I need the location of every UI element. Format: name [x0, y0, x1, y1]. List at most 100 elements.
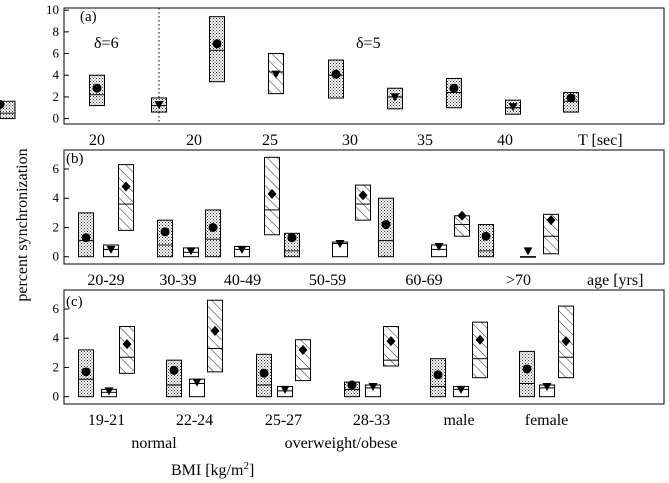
- category-label: 28-33: [353, 412, 390, 429]
- box-hatch: [472, 321, 488, 379]
- panel-c-label: (c): [66, 294, 83, 310]
- y-tick-label: 4: [53, 190, 60, 205]
- box-hatch: [118, 164, 134, 231]
- mean-marker-circle: [566, 93, 576, 103]
- y-tick-label: 4: [53, 67, 60, 82]
- mean-marker-circle: [347, 380, 357, 390]
- mean-marker-circle: [92, 83, 102, 93]
- category-label: 19-21: [88, 412, 125, 429]
- mean-marker-circle: [287, 233, 297, 243]
- category-label: male: [443, 412, 474, 429]
- box-hatch: [383, 326, 399, 367]
- box-dots: [205, 209, 221, 258]
- box-dots: [328, 59, 344, 99]
- mean-marker-circle: [81, 233, 91, 243]
- category-label: 20: [89, 132, 105, 149]
- panel-a-x-axis-label: T [sec]: [578, 132, 623, 149]
- y-tick-label: 2: [53, 89, 60, 104]
- mean-marker-triangle: [368, 382, 378, 391]
- box-hatch: [207, 299, 223, 373]
- panel-b: 0 2 4 6 20-29 30-39 40-49 50-59 60-69 >70: [53, 149, 665, 289]
- mean-marker-diamond: [561, 336, 571, 347]
- box-dots: [166, 359, 182, 398]
- category-label: 60-69: [405, 272, 442, 289]
- panel-frame: [63, 149, 665, 265]
- mean-marker-triangle: [508, 103, 518, 112]
- mean-marker-triangle: [456, 385, 466, 394]
- box-hatch: [119, 326, 135, 374]
- mean-marker-diamond: [122, 339, 132, 350]
- y-tick-label: 4: [53, 330, 60, 345]
- mean-marker-diamond: [386, 336, 396, 347]
- mean-marker-diamond: [475, 334, 485, 345]
- box-dots: [519, 350, 535, 398]
- panel-c-sub-label-normal: normal: [131, 435, 177, 452]
- mean-marker-diamond: [210, 325, 220, 336]
- mean-marker-circle: [381, 220, 391, 230]
- mean-marker-triangle: [154, 100, 164, 109]
- y-tick-label: 6: [53, 46, 60, 61]
- mean-marker-triangle: [390, 93, 400, 102]
- y-tick-label: 2: [53, 359, 60, 374]
- panel-b-label: (b): [66, 151, 84, 167]
- panel-frame: [63, 7, 665, 125]
- category-label: 25-27: [265, 412, 302, 429]
- mean-marker-circle: [449, 83, 459, 93]
- y-tick-label: 6: [53, 161, 60, 176]
- y-tick-label: 8: [53, 24, 60, 39]
- mean-marker-diamond: [267, 188, 277, 199]
- mean-marker-circle: [331, 69, 341, 79]
- mean-marker-diamond: [546, 215, 556, 226]
- mean-marker-triangle: [434, 242, 444, 251]
- y-tick-label: 0: [53, 111, 60, 126]
- mean-marker-diamond: [358, 190, 368, 201]
- mean-marker-triangle: [106, 245, 116, 254]
- category-label: >70: [506, 272, 531, 289]
- panel-a-annotation-delta5: δ=5: [356, 35, 381, 52]
- panel-c-x-axis-label: BMI [kg/m2]: [171, 460, 254, 479]
- category-label: 22-24: [176, 412, 213, 429]
- mean-marker-diamond: [298, 344, 308, 355]
- bmi-label-close: ]: [249, 462, 254, 479]
- box-dots: [0, 112, 16, 120]
- panel-c: 0 2 4 6 19-21 22-24 25-27 28-33 male female: [53, 289, 665, 429]
- mean-marker-triangle: [192, 378, 202, 387]
- y-tick-label: 0: [53, 249, 60, 264]
- category-label: 20: [186, 132, 202, 149]
- category-label: 40-49: [224, 272, 261, 289]
- mean-marker-circle: [433, 370, 443, 380]
- mean-marker-triangle: [280, 385, 290, 394]
- y-tick-label: 0: [53, 389, 60, 404]
- y-tick-label: 10: [46, 2, 59, 17]
- mean-marker-triangle: [271, 70, 281, 79]
- mean-marker-circle: [259, 368, 269, 378]
- category-label: 35: [417, 132, 433, 149]
- panel-c-sub-label-overweight: overweight/obese: [285, 435, 398, 452]
- y-tick-label: 6: [53, 301, 60, 316]
- mean-marker-triangle: [237, 245, 247, 254]
- mean-marker-circle: [0, 99, 5, 109]
- category-label: 40: [497, 132, 513, 149]
- category-label: 30: [342, 132, 358, 149]
- y-tick-label: 2: [53, 219, 60, 234]
- mean-marker-circle: [160, 227, 170, 237]
- box-dots: [209, 16, 225, 83]
- mean-marker-circle: [169, 365, 179, 375]
- box-dots: [157, 219, 173, 258]
- mean-marker-circle: [81, 367, 91, 377]
- panel-frame: [63, 289, 665, 405]
- mean-marker-triangle: [523, 247, 533, 256]
- panel-a-annotation-delta6: δ=6: [94, 35, 119, 52]
- mean-marker-circle: [208, 222, 218, 232]
- category-label: female: [525, 412, 569, 429]
- panel-b-x-axis-label: age [yrs]: [587, 272, 643, 289]
- mean-marker-triangle: [335, 240, 345, 249]
- panel-a: 0 2 4 6 8 10 20 20 25 30 35 40: [0, 2, 665, 149]
- mean-marker-triangle: [186, 247, 196, 256]
- panel-a-label: (a): [80, 9, 97, 25]
- mean-marker-circle: [212, 39, 222, 49]
- bmi-label-text: BMI [kg/m: [171, 462, 244, 479]
- category-label: 20-29: [87, 272, 124, 289]
- mean-marker-triangle: [542, 382, 552, 391]
